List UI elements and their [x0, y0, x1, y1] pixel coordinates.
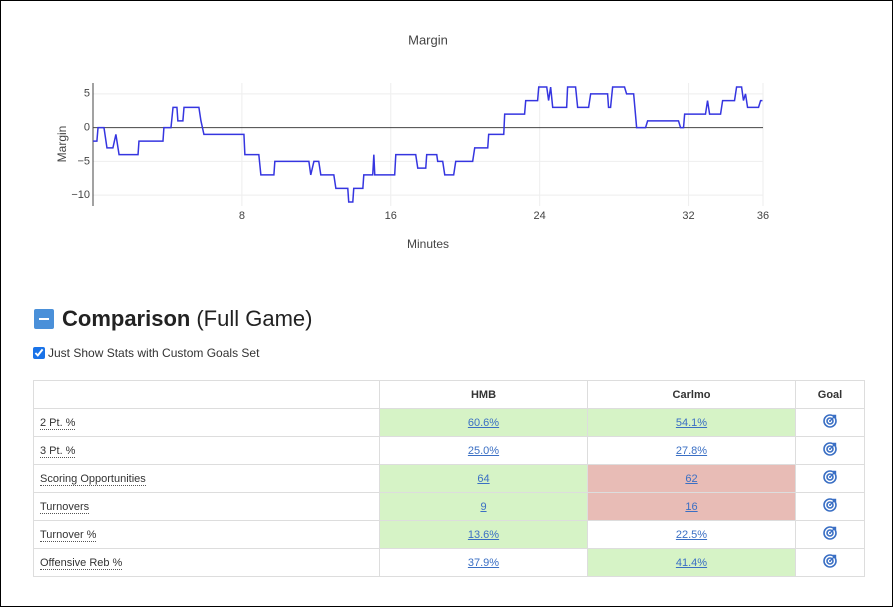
row-label-cell: Scoring Opportunities	[33, 464, 380, 493]
value-link[interactable]: 60.6%	[467, 416, 500, 429]
value-cell: 37.9%	[379, 548, 588, 577]
value-link[interactable]: 25.0%	[467, 444, 500, 457]
row-label: Turnovers	[40, 500, 90, 514]
goal-icon[interactable]	[823, 442, 837, 456]
comparison-table: HMB Carlmo Goal 2 Pt. % 60.6% 54.1% 3 Pt. %…	[33, 380, 865, 577]
goal-cell	[795, 436, 865, 465]
value-cell: 16	[587, 492, 796, 521]
checkbox[interactable]	[33, 347, 45, 359]
goal-icon[interactable]	[823, 554, 837, 568]
section-header: Comparison (Full Game)	[34, 305, 312, 333]
checkbox-label: Just Show Stats with Custom Goals Set	[48, 346, 260, 360]
x-tick-label: 32	[682, 210, 694, 222]
section-subtitle: (Full Game)	[196, 306, 313, 331]
value-link[interactable]: 16	[685, 500, 698, 513]
line	[93, 86, 763, 203]
row-label: Turnover %	[40, 528, 97, 542]
y-tick-label: −10	[71, 189, 90, 201]
value-link[interactable]: 41.4%	[675, 556, 708, 569]
x-axis-title: Minutes	[407, 237, 449, 251]
row-label-cell: Offensive Reb %	[33, 548, 380, 577]
y-tick-label: −5	[77, 155, 90, 167]
goal-cell	[795, 408, 865, 437]
row-label-cell: Turnovers	[33, 492, 380, 521]
value-cell: 9	[379, 492, 588, 521]
value-cell: 41.4%	[587, 548, 796, 577]
header-row: HMB Carlmo Goal	[33, 380, 865, 409]
row-label: 3 Pt. %	[40, 444, 76, 458]
header-cell: Carlmo	[587, 380, 796, 409]
table-row: Turnovers 9 16	[33, 492, 865, 521]
table-row: Scoring Opportunities 64 62	[33, 464, 865, 493]
goal-icon[interactable]	[823, 526, 837, 540]
value-link[interactable]: 22.5%	[675, 528, 708, 541]
value-link[interactable]: 13.6%	[467, 528, 500, 541]
value-cell: 60.6%	[379, 408, 588, 437]
y-tick-label: 5	[84, 88, 90, 100]
y-tick-label: 0	[84, 122, 90, 134]
header-cell	[33, 380, 380, 409]
row-label: Scoring Opportunities	[40, 472, 146, 486]
row-label-cell: Turnover %	[33, 520, 380, 549]
checkbox-row[interactable]: Just Show Stats with Custom Goals Set	[33, 346, 259, 360]
row-label: 2 Pt. %	[40, 416, 76, 430]
table-row: Turnover % 13.6% 22.5%	[33, 520, 865, 549]
x-tick-label: 16	[385, 210, 397, 222]
value-link[interactable]: 9	[480, 500, 487, 513]
value-cell: 62	[587, 464, 796, 493]
x-tick-label: 24	[534, 210, 546, 222]
row-label: Offensive Reb %	[40, 556, 123, 570]
goal-cell	[795, 492, 865, 521]
section-title: Comparison	[62, 306, 191, 331]
value-link[interactable]: 62	[685, 472, 698, 485]
value-cell: 54.1%	[587, 408, 796, 437]
x-tick-label: 8	[239, 210, 245, 222]
row-label-cell: 2 Pt. %	[33, 408, 380, 437]
goal-icon[interactable]	[823, 470, 837, 484]
value-cell: 64	[379, 464, 588, 493]
collapse-button[interactable]	[34, 309, 54, 329]
goal-cell	[795, 520, 865, 549]
value-cell: 13.6%	[379, 520, 588, 549]
header-cell: HMB	[379, 380, 588, 409]
table-row: 2 Pt. % 60.6% 54.1%	[33, 408, 865, 437]
value-cell: 22.5%	[587, 520, 796, 549]
value-cell: 27.8%	[587, 436, 796, 465]
value-cell: 25.0%	[379, 436, 588, 465]
x-tick-label: 36	[757, 210, 769, 222]
value-link[interactable]: 37.9%	[467, 556, 500, 569]
header-cell: Goal	[795, 380, 865, 409]
value-link[interactable]: 64	[477, 472, 490, 485]
value-link[interactable]: 27.8%	[675, 444, 708, 457]
goal-icon[interactable]	[823, 414, 837, 428]
goal-cell	[795, 548, 865, 577]
row-label-cell: 3 Pt. %	[33, 436, 380, 465]
goal-cell	[795, 464, 865, 493]
value-link[interactable]: 54.1%	[675, 416, 708, 429]
table-row: 3 Pt. % 25.0% 27.8%	[33, 436, 865, 465]
chart: Margin Minutes Margin 8 16 24 32 36 −10 −5 0 5	[55, 32, 769, 251]
goal-icon[interactable]	[823, 498, 837, 512]
chart-title: Margin	[408, 32, 448, 47]
table-row: Offensive Reb % 37.9% 41.4%	[33, 548, 865, 577]
y-axis-title: Margin	[55, 126, 69, 163]
